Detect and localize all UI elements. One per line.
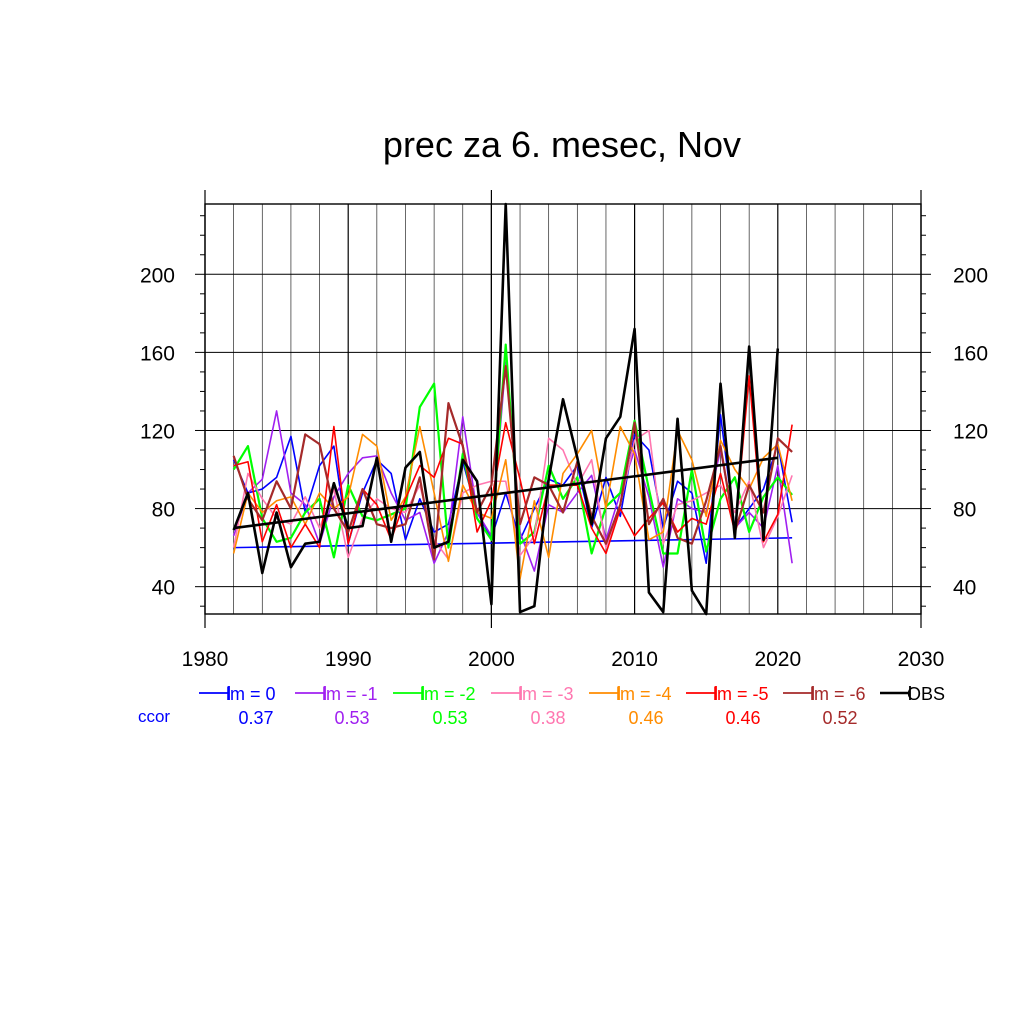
plot-frame [204, 190, 922, 628]
legend-label-lm-0: lm = 0 [226, 684, 276, 704]
x-tick-label: 1990 [325, 648, 372, 671]
y-tick-label-right: 80 [953, 499, 976, 522]
frame-border [204, 203, 922, 615]
y-tick-label-left: 80 [152, 499, 175, 522]
legend-ccor-lm-3: 0.38 [530, 708, 565, 728]
y-tick-label-right: 40 [953, 577, 976, 600]
y-tick-label-left: 200 [140, 264, 175, 287]
y-tick-label-right: 120 [953, 420, 988, 443]
legend-ccor-lm-2: 0.53 [432, 708, 467, 728]
x-tick-label: 2000 [468, 648, 515, 671]
y-tick-label-right: 160 [953, 342, 988, 365]
legend-ccor-lm-5: 0.46 [725, 708, 760, 728]
series-line-lm-6 [232, 364, 793, 561]
legend-label-obs: OBS [907, 684, 945, 704]
series-line-lm-4 [232, 425, 793, 580]
legend-ccor-lm-6: 0.52 [822, 708, 857, 728]
legend-ccor-lm-1: 0.53 [334, 708, 369, 728]
legend-label-lm-2: lm = -2 [420, 684, 476, 704]
legend-ccor-lm-0: 0.37 [238, 708, 273, 728]
y-tick-label-left: 120 [140, 420, 175, 443]
y-tick-label-left: 40 [152, 577, 175, 600]
x-tick-label: 1980 [182, 648, 229, 671]
series-line-obs [232, 202, 780, 616]
legend-label-lm-4: lm = -4 [616, 684, 672, 704]
x-tick-label: 2020 [754, 648, 801, 671]
ccor-label: ccor [138, 707, 170, 726]
legend-ccor-lm-4: 0.46 [628, 708, 663, 728]
trend-line-obs [233, 456, 778, 530]
series-lines [232, 202, 793, 616]
legend-label-lm-5: lm = -5 [713, 684, 769, 704]
legend-label-lm-6: lm = -6 [810, 684, 866, 704]
x-tick-label: 2030 [898, 648, 945, 671]
chart-title: prec za 6. mesec, Nov [383, 124, 741, 165]
axis-ticks: 40 40 80 80 120 120 160 160 200 200 1980 1990 2000 20… [140, 215, 988, 671]
grid [205, 204, 921, 614]
legend-label-lm-1: lm = -1 [322, 684, 378, 704]
legend: ccor lm = 0 0.37 lm = -1 0.53 lm = -2 0.53 lm … [138, 684, 945, 728]
y-tick-label-right: 200 [953, 264, 988, 287]
legend-label-lm-3: lm = -3 [518, 684, 574, 704]
x-tick-label: 2010 [611, 648, 658, 671]
y-tick-label-left: 160 [140, 342, 175, 365]
trend-line-lm-0 [233, 537, 793, 549]
